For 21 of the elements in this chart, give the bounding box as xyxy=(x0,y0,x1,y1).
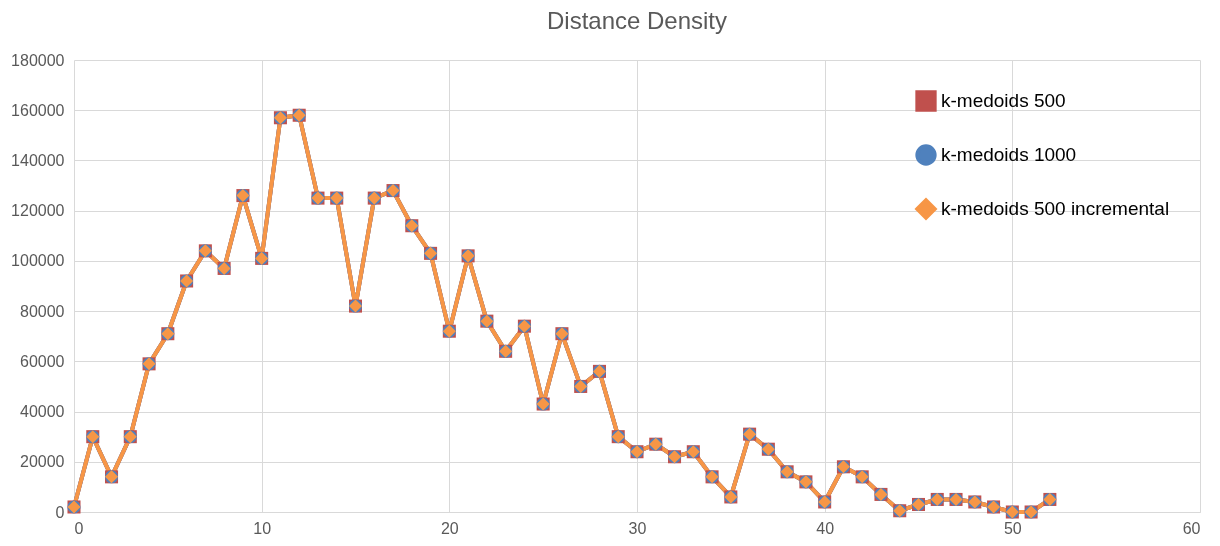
y-tick-label: 0 xyxy=(55,503,65,521)
chart-title: Distance Density xyxy=(546,7,728,34)
x-tick-label: 60 xyxy=(1182,519,1201,537)
y-tick-label: 60000 xyxy=(20,352,65,370)
x-tick-label: 40 xyxy=(816,519,835,537)
y-tick-label: 20000 xyxy=(20,453,65,471)
y-tick-label: 80000 xyxy=(20,302,65,320)
y-tick-label: 180000 xyxy=(11,51,65,69)
y-tick-label: 140000 xyxy=(11,151,65,169)
y-tick-label: 120000 xyxy=(11,202,65,220)
x-tick-label: 50 xyxy=(1003,519,1022,537)
x-tick-label: 0 xyxy=(74,519,84,537)
legend-label: k-medoids 500 xyxy=(941,90,1066,111)
y-tick-label: 100000 xyxy=(11,252,65,270)
x-tick-label: 30 xyxy=(628,519,647,537)
y-tick-label: 160000 xyxy=(11,101,65,119)
x-tick-label: 20 xyxy=(440,519,459,537)
x-tick-label: 10 xyxy=(253,519,272,537)
legend-label: k-medoids 1000 xyxy=(941,144,1077,165)
y-tick-label: 40000 xyxy=(20,403,65,421)
legend-label: k-medoids 500 incremental xyxy=(941,198,1170,219)
